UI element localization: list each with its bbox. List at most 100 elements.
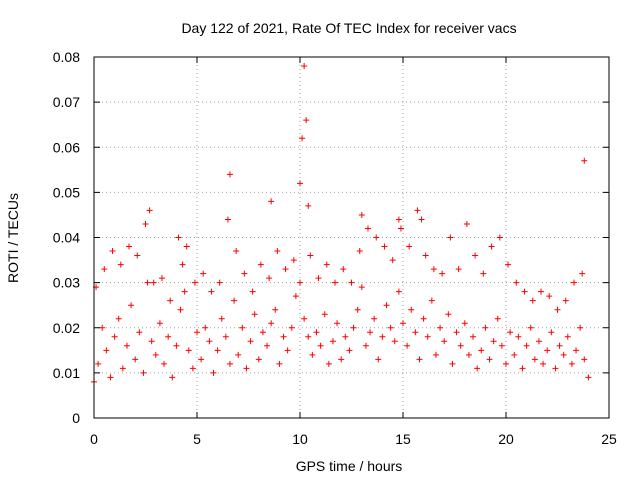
y-tick-label: 0.06 [53, 139, 80, 155]
data-point [562, 297, 569, 304]
data-point [568, 360, 575, 367]
data-point [214, 347, 221, 354]
data-point [358, 211, 365, 218]
data-point [264, 342, 271, 349]
data-point [338, 356, 345, 363]
data-point [233, 248, 240, 255]
data-point [364, 225, 371, 232]
data-point [165, 333, 172, 340]
data-point [218, 315, 225, 322]
x-tick-label: 10 [292, 431, 308, 447]
data-point [461, 320, 468, 327]
data-point [243, 365, 250, 372]
data-point [581, 157, 588, 164]
data-point [513, 279, 520, 286]
data-point [317, 342, 324, 349]
data-point [95, 360, 102, 367]
data-point [259, 329, 266, 336]
data-point [470, 333, 477, 340]
data-point [282, 266, 289, 273]
data-point [313, 329, 320, 336]
data-point [297, 180, 303, 187]
data-point [284, 347, 291, 354]
data-point [521, 288, 528, 295]
data-point [255, 356, 262, 363]
data-point [486, 356, 493, 363]
data-point [249, 288, 256, 295]
data-point [340, 266, 347, 273]
data-point [379, 333, 386, 340]
data-point [332, 279, 339, 286]
data-point [247, 338, 254, 345]
data-point [161, 360, 168, 367]
data-point [136, 329, 143, 336]
data-point [309, 351, 316, 358]
data-point [515, 333, 522, 340]
y-tick-label: 0 [72, 410, 80, 426]
data-point [268, 198, 275, 205]
data-point [564, 333, 571, 340]
y-tick-label: 0.05 [53, 184, 80, 200]
data-point [577, 324, 584, 331]
data-point [226, 360, 233, 367]
data-point [472, 252, 479, 259]
data-point [103, 347, 110, 354]
data-point [455, 266, 462, 273]
data-point [358, 284, 365, 291]
data-point [412, 329, 419, 336]
data-point [445, 311, 452, 318]
data-point [101, 266, 108, 273]
chart-title: Day 122 of 2021, Rate Of TEC Index for r… [181, 20, 516, 36]
data-point [546, 293, 553, 300]
data-point [334, 320, 341, 327]
data-point [156, 320, 163, 327]
axis-ticks [93, 56, 610, 419]
data-point [251, 311, 258, 318]
data-point [107, 374, 114, 381]
data-point [540, 360, 547, 367]
data-point [231, 297, 238, 304]
data-point [441, 338, 448, 345]
data-point [453, 329, 460, 336]
data-point [329, 338, 336, 345]
data-point [395, 216, 402, 223]
y-tick-label: 0.04 [53, 230, 80, 246]
data-point [371, 315, 378, 322]
data-point [152, 351, 159, 358]
x-axis-label: GPS time / hours [296, 458, 403, 474]
data-point [373, 234, 380, 241]
data-point [169, 374, 176, 381]
data-point [297, 279, 303, 286]
data-point [416, 356, 423, 363]
y-tick-label: 0.03 [53, 275, 80, 291]
data-point [99, 324, 106, 331]
x-tick-label: 20 [498, 431, 514, 447]
data-point [208, 288, 215, 295]
data-point [235, 351, 242, 358]
data-point [222, 333, 229, 340]
data-point [117, 261, 124, 268]
data-point [257, 261, 264, 268]
data-point [305, 333, 312, 340]
data-point [527, 324, 534, 331]
data-point [288, 324, 295, 331]
data-point [183, 243, 190, 250]
data-point [414, 207, 421, 214]
data-point [144, 279, 151, 286]
data-point [301, 315, 308, 322]
data-point [554, 306, 561, 313]
data-point [397, 225, 404, 232]
data-point [439, 270, 446, 277]
data-point [381, 243, 388, 250]
data-point [447, 234, 454, 241]
grid-lines [94, 57, 609, 418]
data-point [505, 261, 512, 268]
y-axis-label: ROTI / TECUs [5, 193, 21, 283]
data-point [189, 365, 196, 372]
data-point [321, 311, 328, 318]
data-point [123, 342, 130, 349]
data-point [315, 275, 322, 282]
data-point [307, 252, 314, 259]
data-point [544, 347, 551, 354]
